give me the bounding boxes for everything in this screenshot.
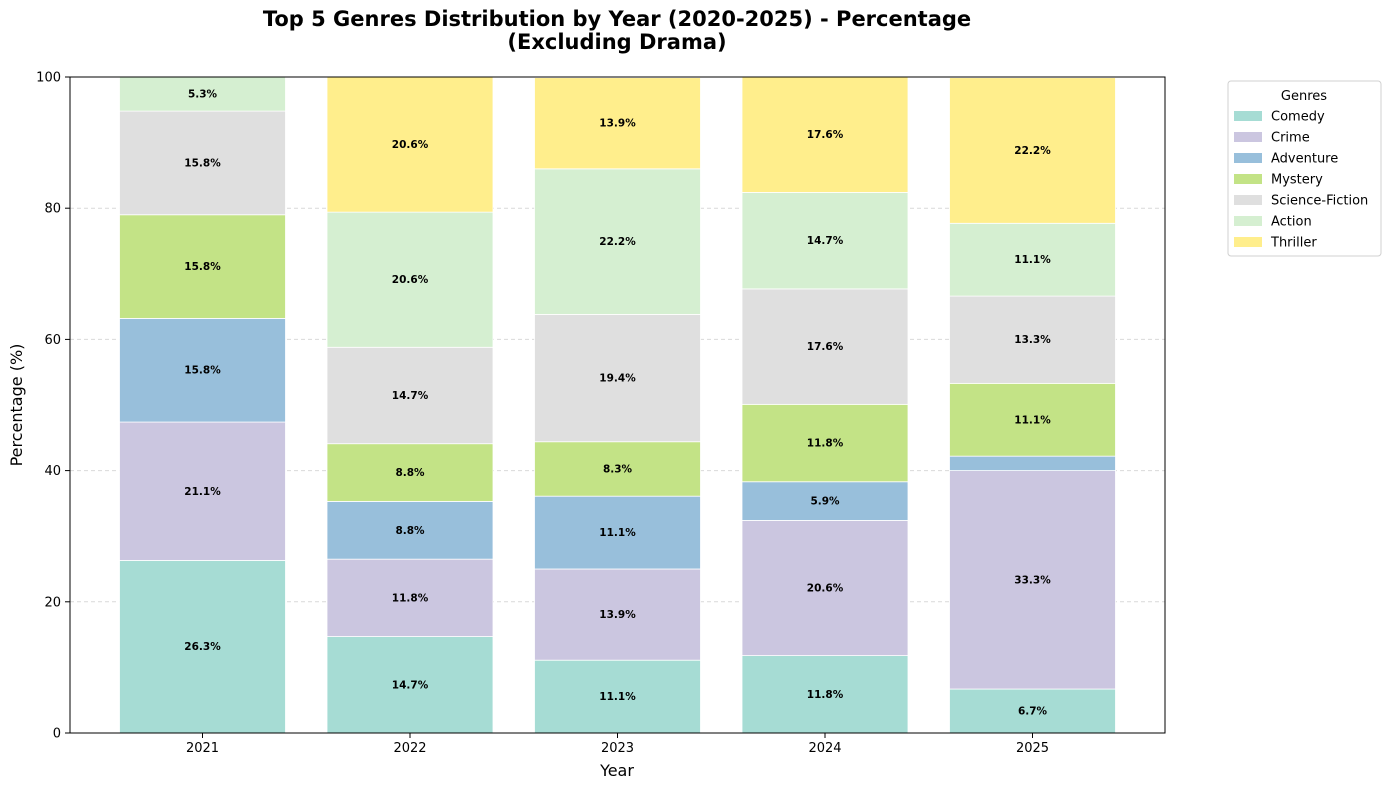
bar-segment-thriller [741, 76, 909, 193]
x-tick-label: 2023 [601, 741, 634, 756]
y-tick-label: 80 [44, 202, 61, 217]
x-tick-label: 2025 [1016, 741, 1049, 756]
bars [119, 76, 1116, 734]
bar-segment-crime [534, 568, 701, 661]
bar-segment-comedy [534, 659, 701, 734]
bar-segment-adventure [949, 455, 1116, 471]
bar-value-label: 11.1% [1014, 414, 1051, 426]
chart-title-line-2: (Excluding Drama) [507, 30, 726, 54]
bar-segment-mystery [534, 441, 701, 497]
legend-swatch [1234, 174, 1262, 184]
bar-value-label: 26.3% [184, 641, 221, 653]
bar-value-label: 11.1% [599, 691, 636, 703]
bar-value-label: 11.1% [599, 527, 636, 539]
bar-segment-adventure [119, 318, 286, 423]
bar-segment-crime [326, 558, 494, 637]
bar-segment-action [741, 192, 909, 290]
bar-segment-crime [741, 520, 909, 656]
bar-value-label: 17.6% [807, 341, 844, 353]
chart-title-line-1: Top 5 Genres Distribution by Year (2020-… [263, 7, 971, 31]
legend-label: Thriller [1270, 236, 1317, 251]
legend-swatch [1234, 216, 1262, 226]
bar-segment-mystery [741, 403, 909, 483]
bar-value-label: 5.9% [810, 496, 840, 508]
bar-segment-comedy [949, 688, 1116, 734]
x-tick-label: 2022 [393, 741, 426, 756]
legend-swatch [1234, 237, 1262, 247]
bar-segment-science-fiction [534, 314, 701, 443]
bar-value-label: 5.3% [188, 89, 218, 101]
legend-label: Science-Fiction [1271, 194, 1368, 209]
bar-value-label: 22.2% [1014, 145, 1051, 157]
bar-value-label: 14.7% [392, 390, 429, 402]
bar-value-label: 6.7% [1018, 706, 1048, 718]
bar-segment-adventure [534, 495, 701, 570]
bar-segment-mystery [949, 382, 1116, 457]
bar-value-label: 8.3% [603, 463, 633, 475]
bar-segment-science-fiction [741, 288, 909, 405]
bar-value-label: 13.9% [599, 609, 636, 621]
bar-segment-action [119, 76, 286, 112]
bar-value-label: 13.9% [599, 118, 636, 130]
legend-label: Crime [1271, 131, 1310, 146]
bar-value-label: 8.8% [395, 525, 425, 537]
legend-items: Comedy Crime Adventure Mystery Science-Ficti… [1234, 110, 1368, 251]
bar-value-label: 22.2% [599, 236, 636, 248]
bar-value-label: 11.1% [1014, 254, 1051, 266]
bar-value-label: 21.1% [184, 486, 221, 498]
bar-segment-action [326, 211, 494, 348]
bar-value-label: 20.6% [392, 139, 429, 151]
legend-swatch [1234, 111, 1262, 121]
legend: Genres Comedy Crime Adventure Mystery Scienc… [1227, 80, 1382, 257]
legend-label: Action [1271, 215, 1312, 230]
x-tick-label: 2021 [186, 741, 219, 756]
bar-value-label: 33.3% [1014, 574, 1051, 586]
legend-swatch [1234, 195, 1262, 205]
axes: 0 20 40 60 80 100 2021 2022 2023 2024 2025 [36, 71, 1049, 757]
bar-value-label: 15.8% [184, 365, 221, 377]
bar-value-label: 14.7% [807, 235, 844, 247]
bar-value-label: 11.8% [807, 438, 844, 450]
y-tick-label: 20 [44, 595, 61, 610]
y-tick-label: 60 [44, 333, 61, 348]
legend-swatch [1234, 132, 1262, 142]
legend-title: Genres [1281, 89, 1327, 104]
bar-segment-mystery [119, 214, 286, 319]
x-tick-label: 2024 [808, 741, 841, 756]
y-tick-label: 40 [44, 464, 61, 479]
bar-segment-thriller [326, 76, 494, 213]
legend-swatch [1234, 153, 1262, 163]
bar-segment-comedy [326, 636, 494, 734]
bar-value-label: 14.7% [392, 679, 429, 691]
bar-value-label: 20.6% [392, 274, 429, 286]
bar-value-label: 15.8% [184, 157, 221, 169]
legend-label: Mystery [1271, 173, 1323, 188]
bar-segment-science-fiction [119, 110, 286, 216]
bar-segment-crime [119, 421, 286, 561]
bar-labels: 26.3% 21.1% 15.8% 15.8% 15.8% 5.3% 14.7% 11.8% 8… [184, 89, 1051, 718]
bar-segment-adventure [326, 501, 494, 560]
y-tick-label: 100 [36, 71, 61, 86]
legend-frame [1227, 80, 1382, 257]
legend-label: Comedy [1271, 110, 1325, 125]
bar-value-label: 15.8% [184, 261, 221, 273]
x-axis-label: Year [599, 761, 634, 780]
bar-segment-comedy [119, 560, 286, 734]
bar-segment-action [534, 168, 701, 315]
bar-value-label: 13.3% [1014, 334, 1051, 346]
bar-segment-thriller [949, 77, 1116, 224]
legend-label: Adventure [1271, 152, 1338, 167]
bar-value-label: 20.6% [807, 583, 844, 595]
bar-value-label: 8.8% [395, 467, 425, 479]
y-axis-label: Percentage (%) [7, 344, 26, 467]
bar-value-label: 11.8% [807, 689, 844, 701]
bar-segment-science-fiction [326, 346, 494, 445]
bar-value-label: 19.4% [599, 373, 636, 385]
bar-segment-thriller [534, 77, 701, 170]
bar-value-label: 17.6% [807, 129, 844, 141]
bar-value-label: 11.8% [392, 592, 429, 604]
y-tick-label: 0 [53, 727, 61, 742]
